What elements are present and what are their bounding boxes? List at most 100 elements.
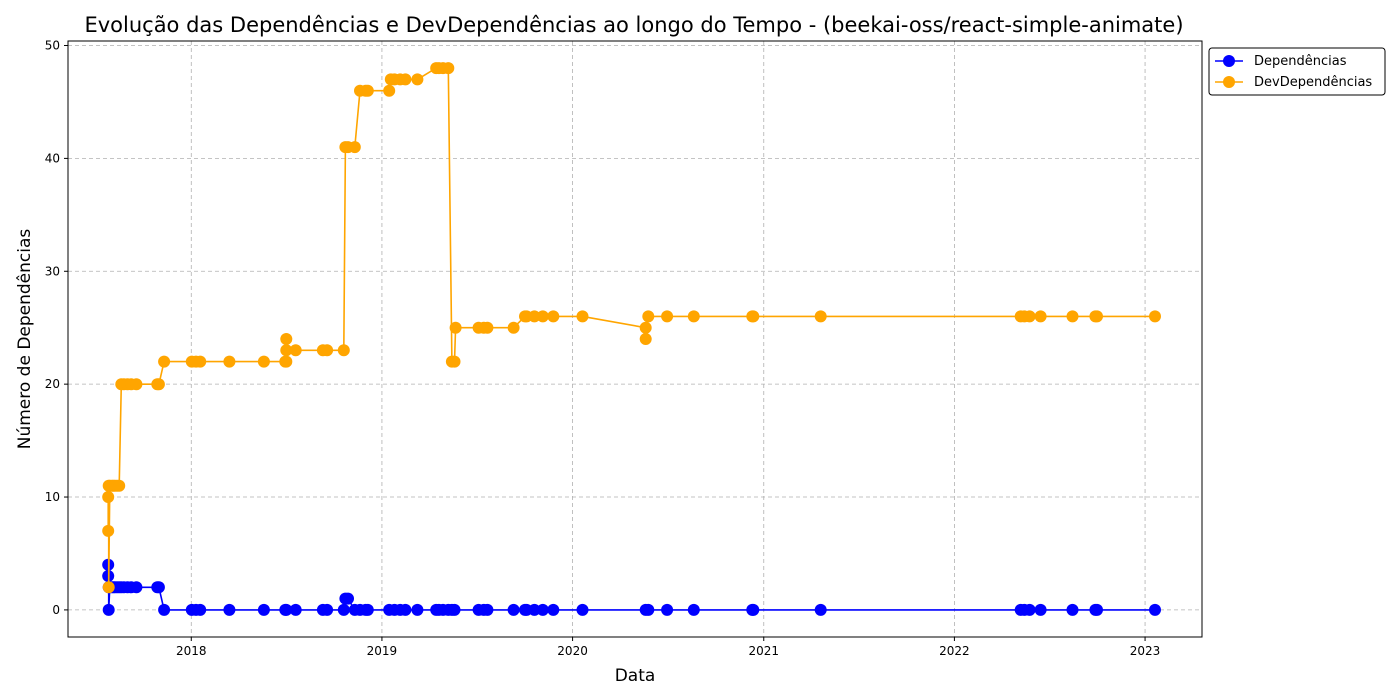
y-tick-label: 0 xyxy=(52,603,60,617)
legend-marker-devdependencias xyxy=(1223,76,1235,88)
data-point xyxy=(321,603,334,616)
data-point xyxy=(280,333,293,345)
data-point xyxy=(152,581,165,594)
data-point xyxy=(576,603,589,616)
data-point xyxy=(528,310,541,323)
data-point xyxy=(257,355,270,368)
plot-frame xyxy=(67,40,1203,638)
data-point xyxy=(280,603,293,616)
data-point xyxy=(399,73,412,86)
data-point xyxy=(158,603,171,616)
data-point xyxy=(342,592,354,605)
data-point xyxy=(1091,603,1103,616)
y-tick-label: 30 xyxy=(45,264,60,278)
data-point xyxy=(1023,603,1036,616)
legend-label-devdependencias: DevDependências xyxy=(1254,75,1372,90)
data-point xyxy=(383,84,396,97)
data-point xyxy=(361,84,374,97)
data-point xyxy=(1066,603,1079,616)
data-point xyxy=(448,603,461,616)
data-point xyxy=(1149,603,1161,616)
data-point xyxy=(448,355,461,368)
series-0 xyxy=(102,558,1161,616)
data-point xyxy=(194,355,207,368)
data-point xyxy=(337,603,350,616)
data-point xyxy=(481,321,494,334)
data-point xyxy=(113,479,126,492)
data-point xyxy=(289,603,302,616)
data-point xyxy=(528,603,541,616)
data-point xyxy=(642,603,655,616)
x-tick-label: 2019 xyxy=(367,644,398,658)
data-point xyxy=(337,344,350,357)
data-point xyxy=(639,333,652,345)
data-point xyxy=(102,581,115,594)
data-point xyxy=(1149,310,1161,323)
data-point xyxy=(152,378,165,391)
data-point xyxy=(747,310,760,323)
data-point xyxy=(411,73,424,86)
data-point xyxy=(442,62,455,75)
data-point xyxy=(280,344,293,357)
legend-frame xyxy=(1208,47,1386,96)
data-point xyxy=(1091,310,1103,323)
y-tick-label: 10 xyxy=(45,490,60,504)
legend: Dependências DevDependências xyxy=(1208,47,1386,96)
data-point xyxy=(449,321,462,334)
data-point xyxy=(130,581,143,594)
data-point xyxy=(280,355,293,368)
x-tick-label: 2021 xyxy=(748,644,779,658)
data-point xyxy=(814,603,827,616)
x-tick-label: 2023 xyxy=(1130,644,1161,658)
data-point xyxy=(536,310,549,323)
series-1 xyxy=(102,62,1161,594)
data-point xyxy=(257,603,270,616)
data-point xyxy=(576,310,589,323)
data-point xyxy=(814,310,827,323)
data-point xyxy=(194,603,207,616)
data-point xyxy=(130,378,143,391)
data-point xyxy=(1034,603,1047,616)
data-point xyxy=(687,310,700,323)
y-tick-label: 50 xyxy=(45,39,60,53)
data-point xyxy=(507,603,520,616)
data-point xyxy=(289,344,302,357)
data-point xyxy=(1023,310,1036,323)
y-tick-label: 20 xyxy=(45,377,60,391)
data-point xyxy=(1066,310,1079,323)
data-point xyxy=(223,355,236,368)
data-point xyxy=(1034,310,1047,323)
data-point xyxy=(102,524,115,537)
x-tick-label: 2018 xyxy=(176,644,207,658)
data-point xyxy=(547,310,560,323)
data-point xyxy=(507,321,520,334)
data-point xyxy=(158,355,171,368)
data-point xyxy=(481,603,494,616)
chart-title: Evolução das Dependências e DevDependênc… xyxy=(84,13,1183,37)
data-point xyxy=(321,344,334,357)
data-point xyxy=(547,603,560,616)
x-tick-label: 2020 xyxy=(557,644,588,658)
data-point xyxy=(223,603,236,616)
series-layer xyxy=(102,62,1161,616)
x-axis-title: Data xyxy=(615,666,656,686)
data-point xyxy=(642,310,655,323)
x-tick-label: 2022 xyxy=(939,644,970,658)
data-point xyxy=(639,321,652,334)
data-point xyxy=(687,603,700,616)
data-point xyxy=(411,603,424,616)
data-point xyxy=(102,491,115,503)
legend-marker-dependencias xyxy=(1223,55,1235,67)
data-point xyxy=(361,603,374,616)
data-point xyxy=(348,141,361,154)
data-point xyxy=(661,310,674,323)
data-point xyxy=(399,603,412,616)
y-axis-title: Número de Dependências xyxy=(15,229,35,450)
y-tick-label: 40 xyxy=(45,151,60,165)
data-point xyxy=(747,603,760,616)
data-point xyxy=(661,603,674,616)
data-point xyxy=(536,603,549,616)
legend-label-dependencias: Dependências xyxy=(1254,54,1347,69)
ticks: 2018 2019 2020 2021 2022 2023 0 10 20 30 40 50 xyxy=(45,39,1161,658)
